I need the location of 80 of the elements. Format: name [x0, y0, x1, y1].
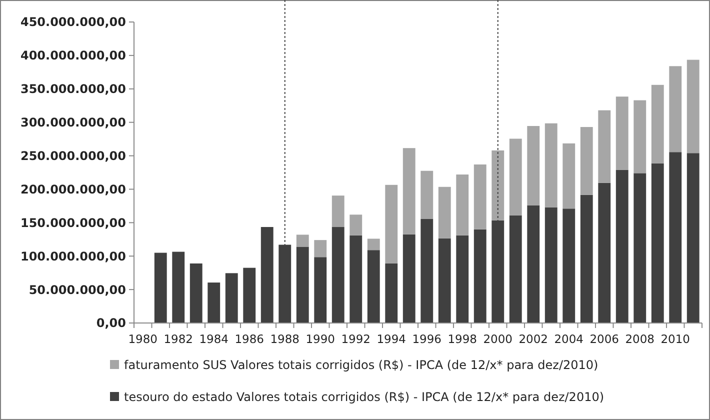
bar	[332, 227, 344, 323]
bar	[296, 246, 309, 323]
x-tick-label: 1992	[341, 332, 371, 346]
bar	[669, 66, 682, 152]
x-tick-label: 1980	[128, 332, 158, 346]
legend-label: tesouro do estado Valores totais corrigidos (R$) - IPCA (de 12/x* para dez/2010)	[124, 390, 604, 404]
bar	[509, 215, 522, 323]
bar	[367, 250, 380, 323]
bar	[296, 234, 309, 247]
bar	[367, 238, 380, 250]
bar	[527, 205, 540, 323]
y-tick-label: 0,00	[96, 316, 126, 330]
bar	[350, 235, 362, 323]
bar	[686, 153, 700, 323]
bar	[420, 218, 434, 323]
bar	[651, 84, 664, 164]
bar	[616, 96, 628, 170]
bar	[402, 148, 416, 234]
bar	[598, 182, 611, 323]
bar	[544, 207, 558, 323]
x-tick-label: 1988	[270, 332, 300, 346]
bar	[527, 126, 540, 206]
bar	[616, 170, 628, 323]
bar	[474, 229, 486, 323]
bar	[456, 235, 469, 323]
x-tick-label: 2006	[590, 332, 620, 346]
y-tick-label: 400.000.000,00	[20, 48, 126, 63]
bar	[438, 186, 451, 238]
x-tick-label: 1996	[412, 332, 442, 346]
x-tick-label: 2004	[554, 332, 584, 346]
bar	[172, 252, 185, 323]
x-tick-label: 1982	[164, 332, 194, 346]
bar	[474, 164, 486, 230]
x-tick-label: 1984	[199, 332, 229, 346]
bar	[669, 152, 682, 323]
bar	[208, 282, 220, 323]
y-tick-label: 100.000.000,00	[20, 249, 126, 264]
y-tick-label: 300.000.000,00	[20, 116, 126, 130]
x-tick-label: 2002	[518, 332, 548, 346]
y-tick-label: 450.000.000,00	[20, 15, 126, 30]
bar	[562, 143, 576, 209]
bar	[634, 173, 646, 323]
bar	[438, 238, 451, 323]
bar	[580, 127, 593, 195]
bar	[580, 194, 593, 323]
y-tick-label: 250.000.000,00	[20, 148, 126, 163]
x-tick-label: 1994	[376, 332, 406, 346]
bar	[544, 123, 558, 208]
y-tick-label: 150.000.000,00	[20, 216, 126, 230]
bar	[651, 163, 664, 323]
x-tick-label: 2008	[625, 332, 655, 346]
bar	[385, 184, 398, 264]
bar	[260, 227, 274, 323]
x-tick-label: 1990	[306, 332, 336, 346]
bar	[492, 150, 504, 220]
bar	[225, 273, 238, 323]
x-tick-label: 1986	[234, 332, 264, 346]
x-tick-label: 2010	[660, 332, 690, 346]
y-tick-label: 200.000.000,00	[20, 182, 126, 196]
bar	[509, 138, 522, 216]
legend-label: faturamento SUS Valores totais corrigidos (R$) - IPCA (de 12/x* para dez/2010)	[124, 358, 598, 372]
bar	[598, 110, 611, 183]
bar	[154, 252, 167, 323]
x-tick-label: 1998	[448, 332, 478, 346]
bar	[314, 240, 327, 258]
y-tick-label: 350.000.000,00	[20, 82, 126, 96]
bar	[190, 263, 202, 323]
bar	[332, 196, 344, 228]
bar	[314, 257, 327, 323]
bar	[350, 214, 362, 236]
bar	[243, 268, 256, 323]
bar	[634, 100, 646, 174]
y-tick-label: 50.000.000,00	[28, 282, 126, 297]
bar	[402, 234, 416, 323]
x-tick-label: 2000	[483, 332, 513, 346]
bar	[456, 174, 469, 236]
bar	[385, 263, 398, 323]
bar	[686, 60, 700, 154]
bar	[562, 208, 576, 323]
bar	[420, 170, 434, 219]
